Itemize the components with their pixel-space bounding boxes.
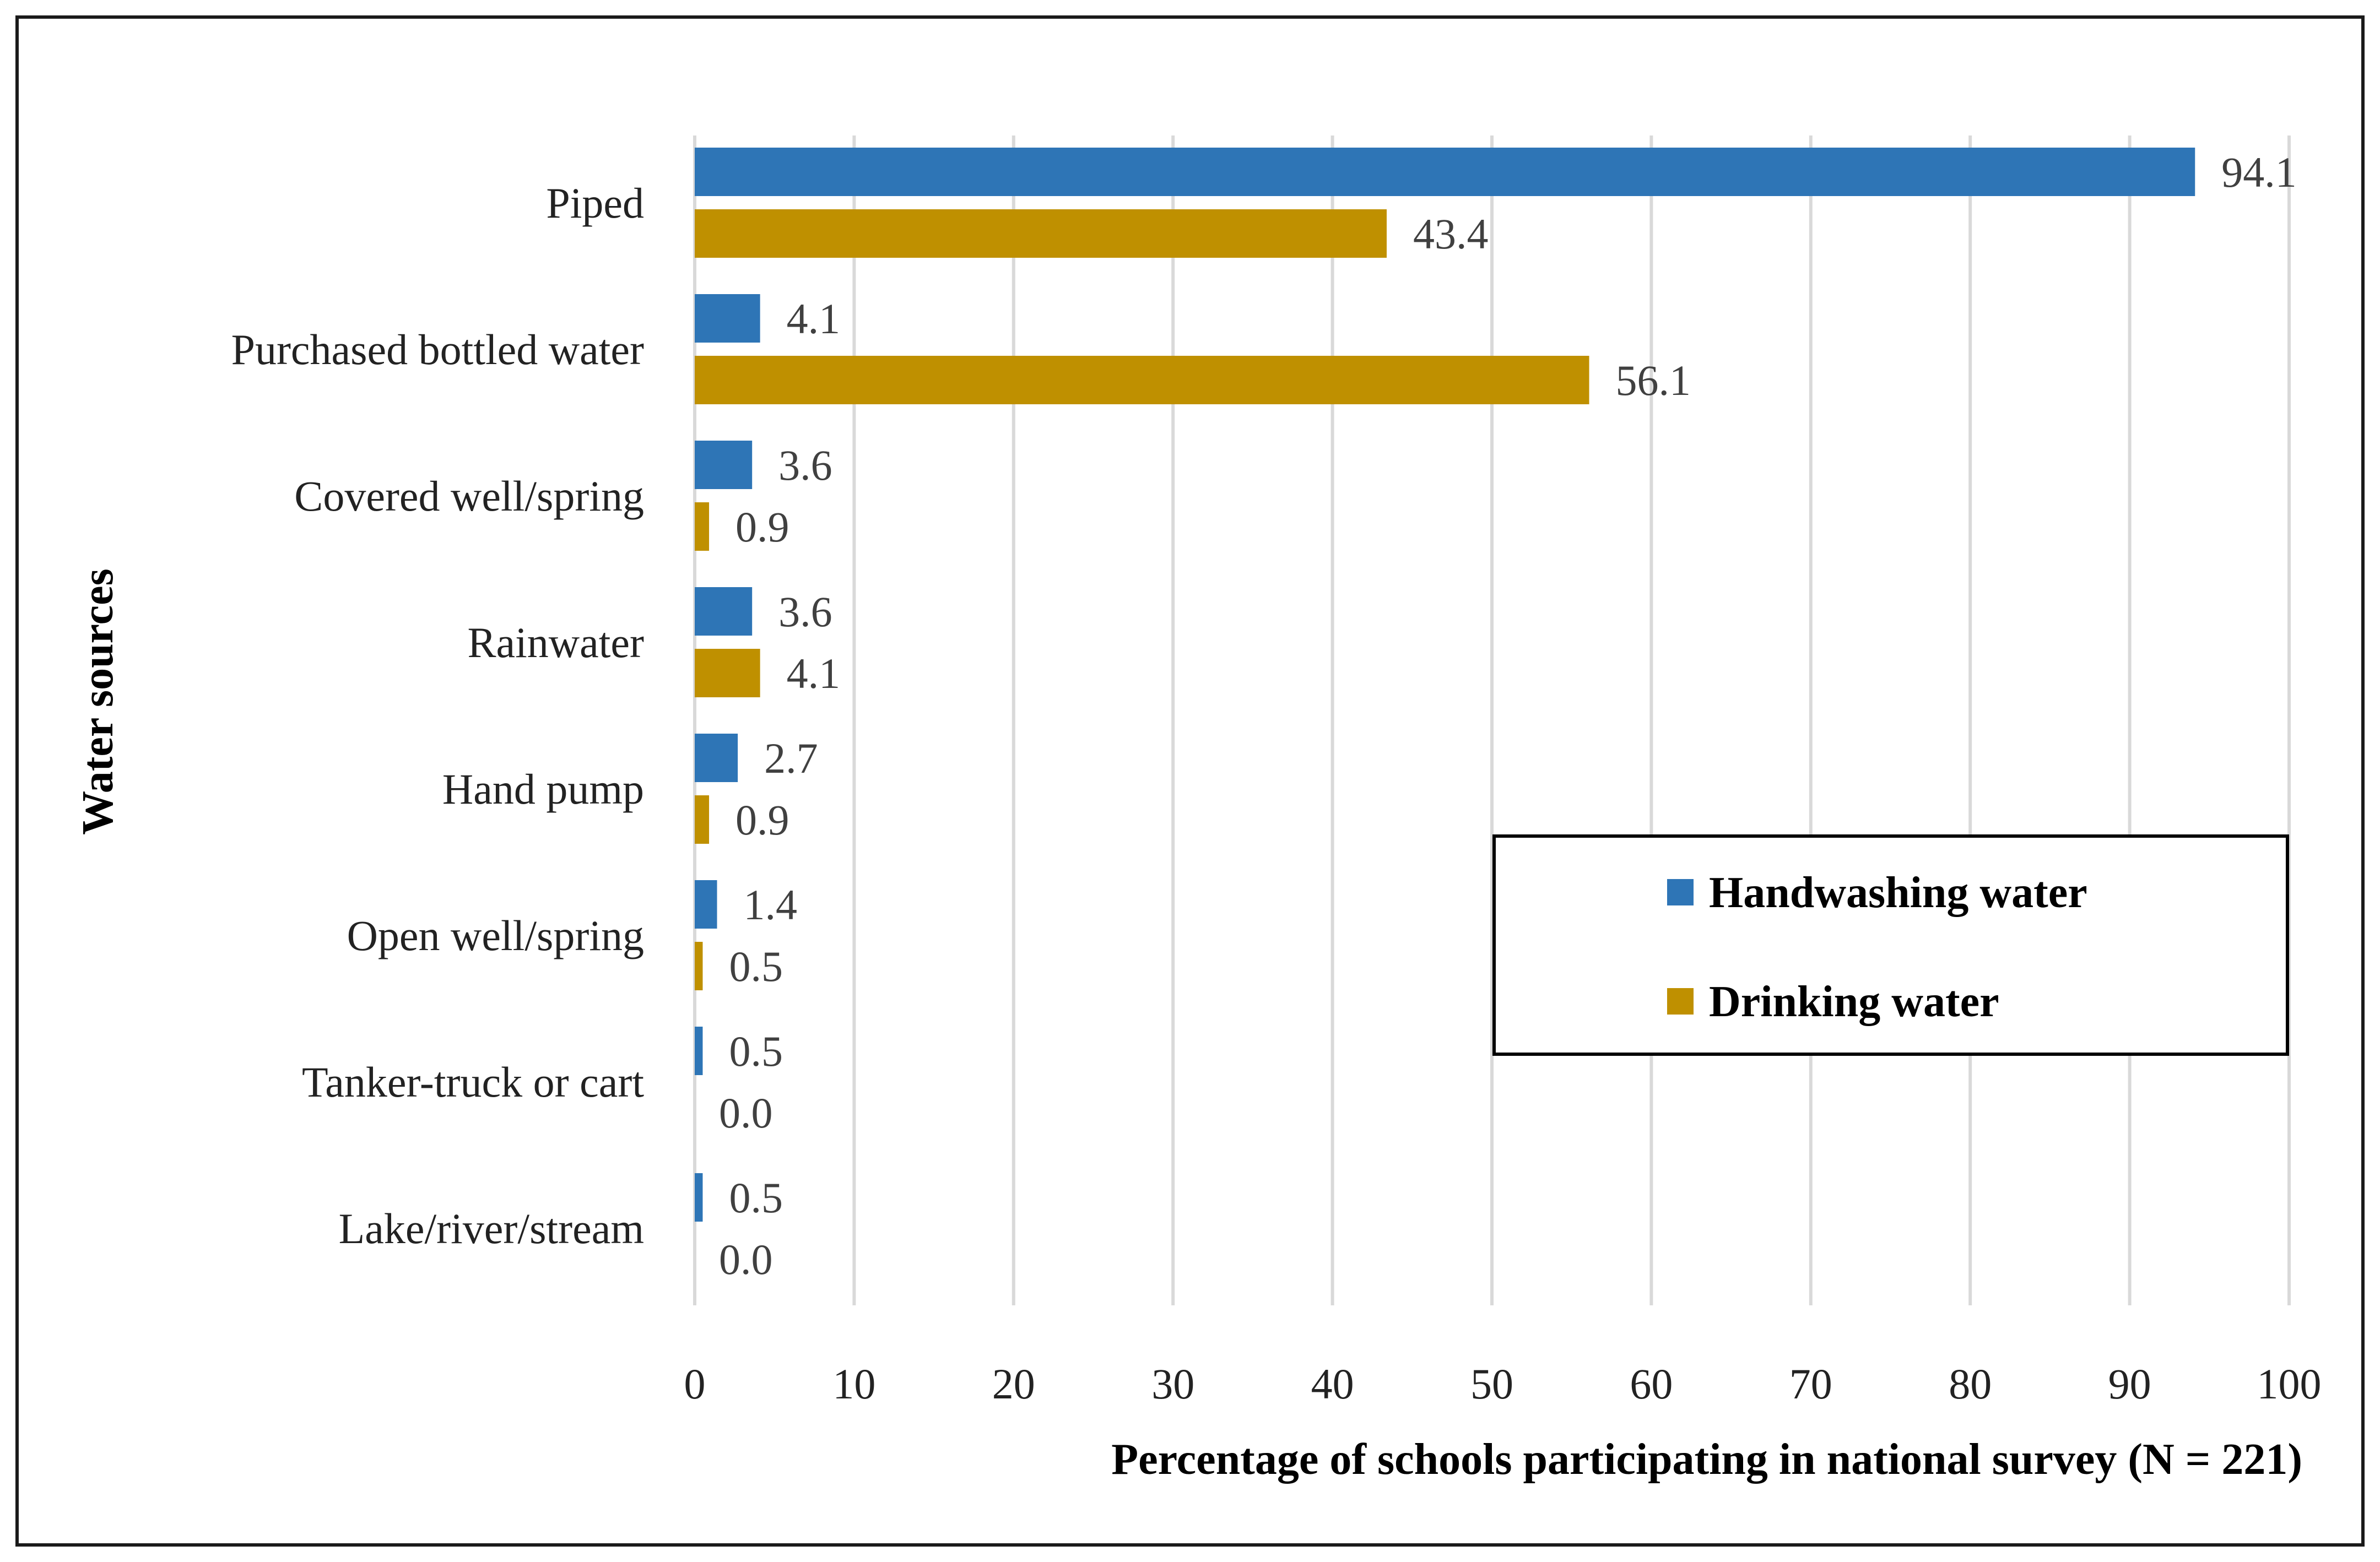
bar-handwashing-6 [695, 880, 717, 929]
x-tick-label-30: 30 [1151, 1360, 1194, 1408]
value-label-handwashing-1: 94.1 [2221, 148, 2297, 196]
value-labels: 94.1 43.4 4.1 56.1 3.6 0.9 3.6 4.1 2.7 0.9 1.4 0.5 0… [719, 148, 2297, 1283]
value-label-drinking-1: 43.4 [1413, 210, 1489, 258]
category-label-2: Purchased bottled water [231, 326, 644, 373]
value-label-handwashing-2: 4.1 [787, 295, 841, 343]
x-tick-label-0: 0 [684, 1360, 706, 1408]
chart-frame: 94.1 43.4 4.1 56.1 3.6 0.9 3.6 4.1 2.7 0.9 1.4 0.5 0… [15, 15, 2365, 1547]
value-label-drinking-5: 0.9 [735, 796, 789, 844]
x-tick-label-100: 100 [2257, 1360, 2322, 1408]
value-label-drinking-7: 0.0 [719, 1089, 773, 1137]
value-label-handwashing-3: 3.6 [778, 441, 832, 489]
x-tick-label-40: 40 [1311, 1360, 1354, 1408]
value-label-handwashing-5: 2.7 [764, 734, 818, 782]
bar-handwashing-5 [695, 734, 738, 782]
value-label-drinking-8: 0.0 [719, 1235, 773, 1283]
value-label-handwashing-4: 3.6 [778, 588, 832, 636]
bar-handwashing-4 [695, 587, 753, 636]
category-label-7: Tanker-truck or cart [302, 1058, 644, 1106]
bar-drinking-5 [695, 795, 710, 844]
legend: Handwashing water Drinking water [1492, 834, 2289, 1056]
y-axis-title: Water sources [74, 568, 122, 835]
value-label-handwashing-6: 1.4 [744, 881, 798, 929]
bar-handwashing-1 [695, 148, 2195, 196]
value-label-drinking-6: 0.5 [729, 942, 783, 990]
x-tick-label-90: 90 [2108, 1360, 2151, 1408]
category-label-1: Piped [546, 179, 644, 227]
legend-swatch-handwashing [1667, 879, 1694, 905]
value-label-handwashing-8: 0.5 [729, 1174, 783, 1222]
x-tick-label-80: 80 [1949, 1360, 1992, 1408]
bar-drinking-1 [695, 209, 1387, 258]
category-label-6: Open well/spring [347, 912, 644, 959]
bar-handwashing-7 [695, 1027, 703, 1075]
bar-handwashing-8 [695, 1173, 703, 1222]
legend-label-handwashing: Handwashing water [1709, 869, 2087, 917]
legend-label-drinking: Drinking water [1709, 978, 1999, 1026]
x-tick-labels: 0 10 20 30 40 50 60 70 80 90 100 [684, 1360, 2322, 1408]
bar-drinking-3 [695, 502, 710, 551]
legend-box [1492, 834, 2289, 1056]
category-label-5: Hand pump [442, 765, 644, 813]
x-tick-label-60: 60 [1630, 1360, 1673, 1408]
x-axis-title: Percentage of schools participating in n… [1111, 1435, 2302, 1484]
category-label-8: Lake/river/stream [339, 1205, 644, 1252]
x-tick-label-20: 20 [992, 1360, 1035, 1408]
x-tick-label-70: 70 [1789, 1360, 1832, 1408]
gridlines [693, 135, 2291, 1305]
bar-handwashing-2 [695, 294, 760, 343]
bar-chart: 94.1 43.4 4.1 56.1 3.6 0.9 3.6 4.1 2.7 0.9 1.4 0.5 0… [74, 135, 2322, 1484]
category-label-4: Rainwater [467, 619, 644, 666]
value-label-handwashing-7: 0.5 [729, 1027, 783, 1075]
category-labels: Piped Purchased bottled water Covered well… [231, 179, 645, 1252]
bar-drinking-2 [695, 356, 1589, 404]
bar-handwashing-3 [695, 441, 753, 489]
bar-drinking-6 [695, 942, 703, 990]
bars [695, 148, 2195, 1222]
value-label-drinking-2: 56.1 [1616, 356, 1691, 404]
category-label-3: Covered well/spring [294, 472, 644, 520]
value-label-drinking-3: 0.9 [735, 503, 789, 551]
x-tick-label-50: 50 [1470, 1360, 1513, 1408]
x-tick-label-10: 10 [832, 1360, 875, 1408]
value-label-drinking-4: 4.1 [787, 649, 841, 697]
bar-drinking-4 [695, 649, 760, 697]
legend-swatch-drinking [1667, 988, 1694, 1015]
